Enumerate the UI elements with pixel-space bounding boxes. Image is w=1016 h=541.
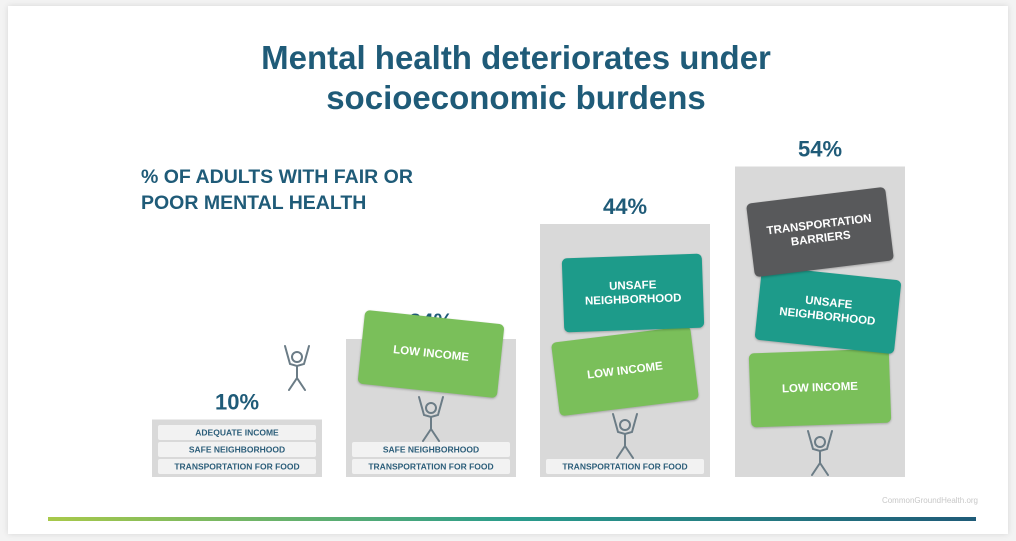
value-label: 44% xyxy=(603,194,647,219)
support-plate xyxy=(158,425,316,440)
figure-head xyxy=(619,419,631,431)
value-label: 10% xyxy=(215,390,259,415)
figure-head xyxy=(291,351,303,363)
support-plate xyxy=(546,459,704,474)
figure-body xyxy=(418,396,444,442)
figure-head xyxy=(814,436,826,448)
footer-rule xyxy=(48,517,976,521)
figure-head xyxy=(425,402,437,414)
burden-block: LOW INCOME xyxy=(357,309,505,399)
burden-block: UNSAFE NEIGHBORHOOD xyxy=(561,253,705,333)
support-label: TRANSPORTATION FOR FOOD xyxy=(368,461,493,471)
support-plate xyxy=(158,459,316,474)
chart-subtitle: % OF ADULTS WITH FAIR OR POOR MENTAL HEA… xyxy=(141,166,413,214)
support-plate xyxy=(158,442,316,457)
support-label: TRANSPORTATION FOR FOOD xyxy=(174,461,299,471)
figure-body xyxy=(612,413,638,459)
source: CommonGroundHealth.org xyxy=(881,496,978,505)
figure-body xyxy=(807,430,833,476)
figure-body xyxy=(284,345,310,391)
support-label: TRANSPORTATION FOR FOOD xyxy=(562,461,687,471)
chart-title: Mental health deteriorates under socioec… xyxy=(261,39,771,116)
infographic-card: 10% ADEQUATE INCOME SAFE NEIGHBORHOOD TRANS… xyxy=(8,6,1008,534)
support-plate xyxy=(352,442,510,457)
support-plate xyxy=(352,459,510,474)
value-label: 54% xyxy=(798,137,842,162)
burden-block: LOW INCOME xyxy=(748,348,892,428)
support-label: SAFE NEIGHBORHOOD xyxy=(189,444,285,454)
support-label: SAFE NEIGHBORHOOD xyxy=(383,444,479,454)
support-label: ADEQUATE INCOME xyxy=(195,427,279,437)
burden-block: UNSAFE NEIGHBORHOOD xyxy=(754,265,902,355)
